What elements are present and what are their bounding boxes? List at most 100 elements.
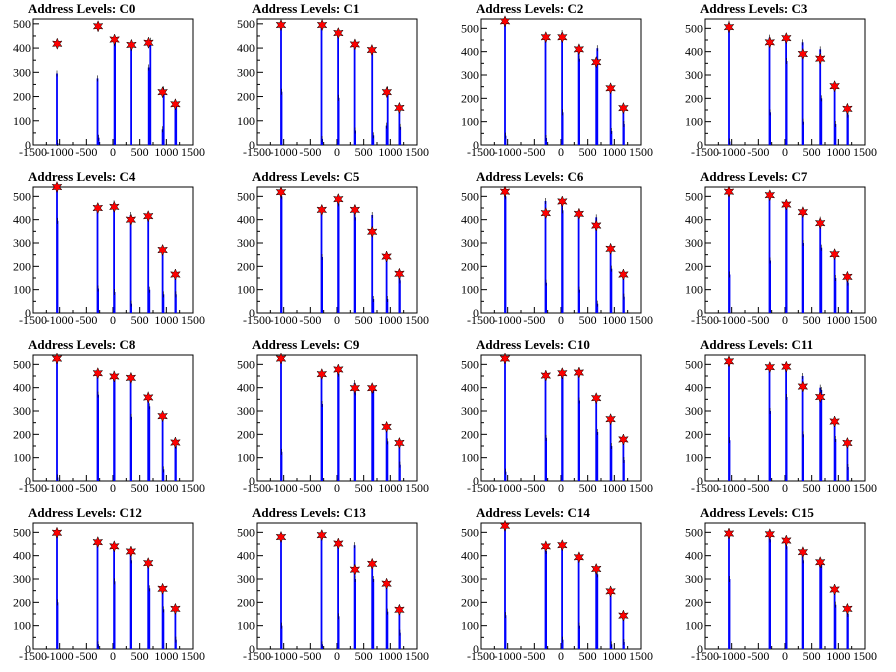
histogram-bar <box>147 67 150 145</box>
histogram-svg: Address Levels: C20100200300400500-1500-… <box>461 1 653 159</box>
x-tick-label: 1000 <box>154 145 178 159</box>
x-tick-label: 500 <box>579 481 597 495</box>
histogram-svg: Address Levels: C60100200300400500-1500-… <box>461 169 653 327</box>
peak-marker <box>590 56 602 69</box>
histogram-bar <box>321 257 323 313</box>
histogram-bar <box>399 126 402 145</box>
histogram-bar <box>846 441 849 481</box>
peak-marker <box>381 420 392 434</box>
peak-marker <box>316 367 328 381</box>
histogram-bar <box>114 40 116 145</box>
x-tick-label: -1000 <box>718 481 746 495</box>
peak-marker <box>333 363 344 376</box>
histogram-svg: Address Levels: C80100200300400500-1500-… <box>13 337 205 495</box>
peak-marker <box>829 583 840 596</box>
panel-title: Address Levels: C4 <box>28 169 136 184</box>
peak-marker <box>557 539 568 552</box>
peak-marker <box>573 551 585 564</box>
peak-marker <box>349 381 361 395</box>
panel-title: Address Levels: C11 <box>700 337 813 352</box>
y-tick-label: 400 <box>685 45 703 59</box>
peak-marker <box>557 367 568 380</box>
x-tick-label: 1500 <box>405 649 429 663</box>
histogram-bar <box>820 247 823 313</box>
x-tick-label: 0 <box>110 481 116 495</box>
histogram-bar <box>96 541 99 649</box>
x-tick-label: -1500 <box>467 481 495 495</box>
peak-marker <box>723 527 735 540</box>
x-tick-label: -1000 <box>718 649 746 663</box>
x-tick-label: 500 <box>355 649 373 663</box>
x-tick-label: 0 <box>558 313 564 327</box>
histogram-bar <box>372 579 375 649</box>
y-tick-label: 100 <box>13 114 31 128</box>
x-tick-label: 0 <box>782 481 788 495</box>
histogram-bar <box>785 61 788 145</box>
peak-marker <box>499 352 511 365</box>
histogram-bar <box>162 469 165 481</box>
y-tick-label: 200 <box>685 595 703 609</box>
x-tick-label: 1500 <box>405 313 429 327</box>
histogram-bar <box>162 89 165 145</box>
x-tick-label: -1000 <box>270 313 298 327</box>
histogram-bar <box>623 642 625 649</box>
y-tick-label: 100 <box>685 619 703 633</box>
panel-title: Address Levels: C8 <box>28 337 136 352</box>
x-tick-label: -1000 <box>46 313 74 327</box>
peak-marker <box>394 267 405 280</box>
peak-marker <box>109 370 120 383</box>
histogram-bar <box>280 451 283 481</box>
x-tick-label: 1000 <box>378 481 402 495</box>
peak-marker <box>92 201 104 215</box>
histogram-panel: Address Levels: C15 0 100 200 300 400 500 -1500… <box>672 504 896 672</box>
histogram-bar <box>545 551 547 649</box>
histogram-bar <box>622 614 625 649</box>
x-tick-label: -1500 <box>691 649 719 663</box>
histogram-bar <box>175 446 177 481</box>
y-tick-label: 300 <box>461 404 479 418</box>
histogram-bar <box>504 359 506 481</box>
histogram-bar <box>130 416 132 481</box>
histogram-bar <box>372 299 375 313</box>
peak-marker <box>349 203 361 217</box>
y-tick-label: 100 <box>237 619 255 633</box>
y-tick-label: 400 <box>461 549 479 563</box>
panel-title: Address Levels: C7 <box>700 169 808 184</box>
peak-marker <box>109 540 120 553</box>
y-tick-label: 100 <box>461 115 479 129</box>
y-tick-label: 200 <box>461 595 479 609</box>
x-tick-label: -500 <box>75 481 97 495</box>
y-tick-label: 200 <box>685 91 703 105</box>
y-tick-label: 400 <box>685 213 703 227</box>
peak-marker <box>605 413 616 426</box>
histogram-bar <box>337 616 340 649</box>
x-tick-label: -1000 <box>494 145 522 159</box>
y-tick-label: 300 <box>13 65 31 79</box>
y-tick-label: 0 <box>25 474 31 488</box>
x-tick-label: 1500 <box>853 313 877 327</box>
histogram-bar <box>819 560 822 649</box>
peak-marker <box>275 185 287 199</box>
peak-marker <box>170 98 181 111</box>
x-tick-label: 500 <box>355 481 373 495</box>
y-tick-label: 200 <box>13 90 31 104</box>
y-tick-label: 100 <box>13 283 31 297</box>
peak-marker <box>381 577 392 590</box>
peak-marker <box>366 43 378 57</box>
peak-marker <box>590 562 602 576</box>
peak-marker <box>394 101 405 115</box>
histogram-bar <box>769 539 771 649</box>
peak-marker <box>499 15 511 28</box>
histogram-svg: Address Levels: C13 0 100 200 300 400 500 -1500… <box>237 505 429 663</box>
peak-marker <box>573 207 585 220</box>
y-tick-label: 100 <box>237 283 255 297</box>
histogram-bar <box>769 260 771 313</box>
y-tick-label: 500 <box>13 525 31 539</box>
panel-title: Address Levels: C15 <box>700 505 814 520</box>
histogram-panel: Address Levels: C12 0 100 200 300 400 500 -1500… <box>0 504 224 672</box>
y-tick-label: 300 <box>237 65 255 79</box>
peak-marker <box>842 602 853 616</box>
histogram-bar <box>398 443 401 481</box>
y-tick-label: 0 <box>697 306 703 320</box>
histogram-bar <box>354 130 356 145</box>
